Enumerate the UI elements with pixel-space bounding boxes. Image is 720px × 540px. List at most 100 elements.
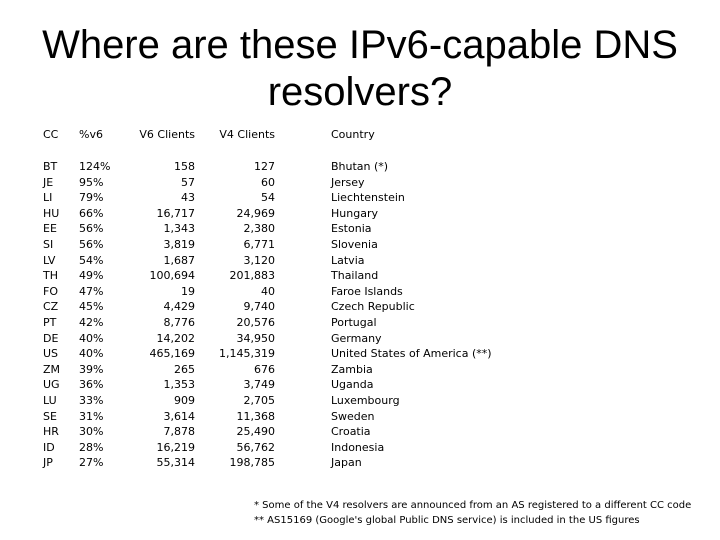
cell-v4-clients: 24,969	[236, 206, 276, 220]
cell-v4-clients: 201,883	[229, 269, 276, 283]
table-row: LU 33% 909 2,705 Luxembourg	[0, 393, 720, 409]
cell-v6-clients: 909	[174, 393, 195, 407]
cell-cc: CZ	[43, 300, 59, 314]
cell-pct-v6: 66%	[79, 206, 104, 220]
cell-v6-clients: 3,819	[163, 237, 196, 251]
table-row: SI 56% 3,819 6,771 Slovenia	[0, 237, 720, 253]
cell-country: Hungary	[331, 206, 378, 220]
table-row: JE 95% 57 60 Jersey	[0, 175, 720, 191]
cell-v6-clients: 465,169	[149, 347, 196, 361]
table-row: HR 30% 7,878 25,490 Croatia	[0, 424, 720, 440]
cell-cc: LV	[43, 253, 56, 267]
cell-v4-clients: 40	[261, 284, 275, 298]
table-row: EE 56% 1,343 2,380 Estonia	[0, 221, 720, 237]
cell-cc: HR	[43, 425, 59, 439]
cell-v6-clients: 16,717	[156, 206, 196, 220]
cell-v4-clients: 11,368	[236, 409, 276, 423]
cell-v4-clients: 3,120	[243, 253, 276, 267]
cell-pct-v6: 49%	[79, 269, 104, 283]
cell-country: Latvia	[331, 253, 365, 267]
cell-country: Sweden	[331, 409, 375, 423]
cell-country: Portugal	[331, 315, 377, 329]
cell-pct-v6: 56%	[79, 222, 104, 236]
cell-country: Faroe Islands	[331, 284, 403, 298]
cell-v6-clients: 158	[174, 160, 195, 173]
cell-v4-clients: 2,705	[243, 393, 276, 407]
cell-v6-clients: 43	[181, 191, 195, 205]
cell-country: Luxembourg	[331, 393, 400, 407]
cell-cc: SE	[43, 409, 57, 423]
cell-country: Thailand	[331, 269, 379, 283]
table-row: ID 28% 16,219 56,762 Indonesia	[0, 440, 720, 456]
cell-pct-v6: 30%	[79, 425, 104, 439]
cell-pct-v6: 27%	[79, 456, 104, 470]
cell-country: Slovenia	[331, 237, 378, 251]
cell-country: Jersey	[331, 175, 365, 189]
cell-v4-clients: 20,576	[236, 315, 276, 329]
table-row: PT 42% 8,776 20,576 Portugal	[0, 315, 720, 331]
header-country: Country	[331, 128, 375, 141]
cell-cc: HU	[43, 206, 60, 220]
cell-v6-clients: 55,314	[156, 456, 196, 470]
header-v6-clients: V6 Clients	[139, 128, 195, 141]
table-row: CZ 45% 4,429 9,740 Czech Republic	[0, 299, 720, 315]
cell-cc: US	[43, 347, 59, 361]
table-row: US 40% 465,169 1,145,319 United States of Am…	[0, 346, 720, 362]
cell-v6-clients: 16,219	[156, 440, 196, 454]
cell-cc: DE	[43, 331, 59, 345]
table-row: FO 47% 19 40 Faroe Islands	[0, 284, 720, 300]
cell-country: Bhutan (*)	[331, 160, 389, 173]
cell-pct-v6: 31%	[79, 409, 104, 423]
cell-v4-clients: 9,740	[243, 300, 276, 314]
footnote-asterisk: * Some of the V4 resolvers are announced…	[254, 500, 692, 511]
header-v4-clients: V4 Clients	[219, 128, 275, 141]
cell-pct-v6: 56%	[79, 237, 104, 251]
cell-pct-v6: 79%	[79, 191, 104, 205]
cell-pct-v6: 45%	[79, 300, 104, 314]
cell-country: Japan	[331, 456, 362, 470]
cell-pct-v6: 42%	[79, 315, 104, 329]
cell-cc: FO	[43, 284, 58, 298]
cell-country: Uganda	[331, 378, 374, 392]
cell-cc: SI	[43, 237, 54, 251]
cell-pct-v6: 40%	[79, 331, 104, 345]
cell-v4-clients: 54	[261, 191, 275, 205]
table-row: TH 49% 100,694 201,883 Thailand	[0, 268, 720, 284]
cell-v6-clients: 14,202	[156, 331, 196, 345]
table-row: DE 40% 14,202 34,950 Germany	[0, 331, 720, 347]
cell-cc: TH	[43, 269, 58, 283]
cell-cc: ZM	[43, 362, 61, 376]
cell-country: Estonia	[331, 222, 372, 236]
cell-cc: EE	[43, 222, 57, 236]
cell-pct-v6: 95%	[79, 175, 104, 189]
cell-v6-clients: 8,776	[163, 315, 196, 329]
cell-cc: BT	[43, 160, 58, 173]
cell-cc: ID	[43, 440, 55, 454]
cell-v6-clients: 3,614	[163, 409, 196, 423]
cell-country: Germany	[331, 331, 382, 345]
cell-country: Czech Republic	[331, 300, 415, 314]
cell-country: Croatia	[331, 425, 371, 439]
cell-pct-v6: 28%	[79, 440, 104, 454]
cell-country: United States of America (**)	[331, 347, 492, 361]
table-row: BT 124% 158 127 Bhutan (*)	[0, 159, 720, 175]
cell-v4-clients: 676	[254, 362, 275, 376]
header-pct-v6: %v6	[79, 128, 103, 141]
table-row: HU 66% 16,717 24,969 Hungary	[0, 206, 720, 222]
cell-pct-v6: 33%	[79, 393, 104, 407]
cell-v4-clients: 127	[254, 160, 275, 173]
cell-v4-clients: 34,950	[236, 331, 276, 345]
page-title: Where are these IPv6-capable DNS resolve…	[42, 23, 678, 114]
cell-v4-clients: 2,380	[243, 222, 276, 236]
cell-country: Liechtenstein	[331, 191, 405, 205]
cell-v4-clients: 198,785	[229, 456, 276, 470]
table-row: UG 36% 1,353 3,749 Uganda	[0, 377, 720, 393]
cell-pct-v6: 54%	[79, 253, 104, 267]
cell-cc: UG	[43, 378, 60, 392]
cell-pct-v6: 36%	[79, 378, 104, 392]
table-row: ZM 39% 265 676 Zambia	[0, 362, 720, 378]
cell-v4-clients: 60	[261, 175, 275, 189]
cell-cc: JE	[43, 175, 54, 189]
cell-pct-v6: 39%	[79, 362, 104, 376]
cell-v6-clients: 1,353	[163, 378, 196, 392]
